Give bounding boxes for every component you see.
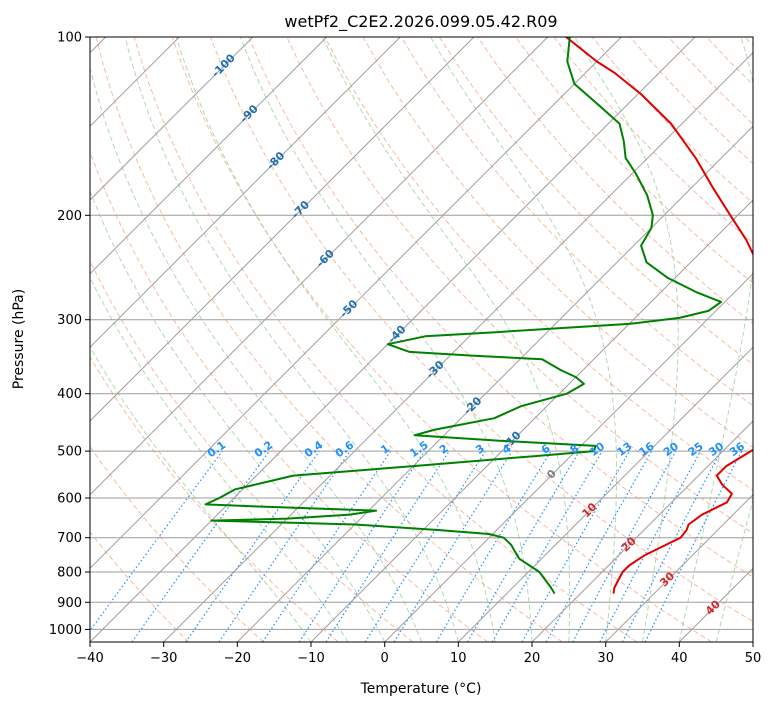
isotherm-line (531, 420, 753, 642)
isotherm-line (90, 37, 622, 570)
x-tick-label: −20 (224, 651, 251, 666)
mixing-ratio-line (545, 450, 653, 642)
isotherm-line (457, 346, 753, 642)
moist-adiabat-line (124, 37, 459, 642)
y-axis: 100 200 300 400 500 600 700 800 900 1000 (49, 31, 90, 638)
mixing-ratio-line (185, 450, 320, 642)
dewpoint-profile-line (204, 37, 723, 595)
mixing-ratio-line (131, 450, 270, 642)
isotherm-grid (90, 37, 753, 642)
x-tick-label: −40 (76, 651, 103, 666)
mixing-ratio-line (521, 450, 631, 642)
y-tick-label: 300 (57, 313, 82, 328)
y-tick-label: 100 (57, 31, 82, 46)
dry-adiabat-line (133, 37, 638, 642)
mixing-ratio-line (393, 450, 513, 642)
plot-frame (89, 36, 754, 643)
mixing-ratio-lines (90, 450, 743, 642)
isotherm-line (90, 37, 475, 422)
dry-adiabat-line (95, 37, 563, 642)
pressure-grid (90, 37, 753, 630)
x-tick-label: −10 (297, 651, 324, 666)
isotherm-line (90, 37, 549, 496)
mixing-ratio-line (572, 450, 677, 642)
isotherm-line (163, 51, 753, 642)
plot-background (90, 37, 753, 642)
moist-adiabat-line (715, 498, 753, 642)
isotherm-line (236, 125, 753, 642)
isotherm-line (384, 272, 753, 642)
dry-adiabat-line (400, 37, 753, 407)
moist-adiabat-line (430, 37, 617, 642)
moist-adiabat-line (90, 189, 386, 642)
isotherm-line (90, 37, 254, 201)
isotherm-line (90, 37, 401, 349)
x-tick-label: 20 (524, 651, 541, 666)
dry-adiabat-line (438, 37, 753, 366)
x-axis-title: Temperature (°C) (360, 681, 482, 697)
moist-adiabat-line (239, 37, 533, 642)
y-tick-label: 900 (57, 596, 82, 611)
mixing-ratio-line (90, 450, 223, 632)
mixing-ratio-line (298, 450, 425, 642)
moist-adiabat-line (90, 276, 349, 642)
moist-adiabat-line (175, 37, 496, 642)
isotherm-line (752, 641, 753, 642)
x-axis: −40 −30 −20 −10 0 10 20 30 40 50 (76, 642, 761, 666)
isotherm-line (310, 199, 753, 642)
dry-adiabat-line (171, 37, 712, 642)
profiles (204, 37, 753, 595)
dry-adiabat-line (324, 37, 753, 491)
mixing-ratio-line (325, 450, 450, 642)
y-tick-label: 800 (57, 566, 82, 581)
y-tick-label: 400 (57, 387, 82, 402)
chart-title: wetPf2_C2E2.2026.099.05.42.R09 (284, 12, 557, 32)
moist-adiabat-line (322, 37, 571, 642)
y-tick-label: 700 (57, 531, 82, 546)
x-tick-label: 10 (450, 651, 467, 666)
y-tick-label: 600 (57, 492, 82, 507)
dry-adiabat-line (90, 531, 190, 642)
temperature-profile-line (565, 37, 753, 594)
dry-adiabat-line (90, 445, 264, 642)
dry-adiabat-line (90, 150, 488, 642)
x-tick-label: −30 (150, 651, 177, 666)
x-tick-label: 50 (745, 651, 762, 666)
dry-adiabat-line (515, 37, 753, 284)
x-tick-label: 0 (381, 651, 389, 666)
y-tick-label: 200 (57, 209, 82, 224)
isotherm-line (605, 493, 753, 642)
isotherm-line (90, 37, 328, 275)
moist-adiabat-line (90, 65, 422, 642)
mixing-ratio-line (218, 450, 351, 642)
mixing-ratio-line (644, 450, 743, 642)
y-tick-label: 500 (57, 445, 82, 460)
dry-adiabat-line (248, 37, 753, 578)
dry-adiabat-line (90, 356, 339, 642)
mixing-ratio-line (262, 450, 392, 642)
y-axis-title: Pressure (hPa) (11, 289, 27, 389)
x-tick-label: 30 (597, 651, 614, 666)
y-tick-label: 1000 (49, 623, 82, 638)
x-tick-label: 40 (671, 651, 688, 666)
isotherm-line (90, 37, 696, 642)
dry-adiabat-line (210, 37, 753, 623)
moist-adiabat-line (678, 37, 753, 642)
